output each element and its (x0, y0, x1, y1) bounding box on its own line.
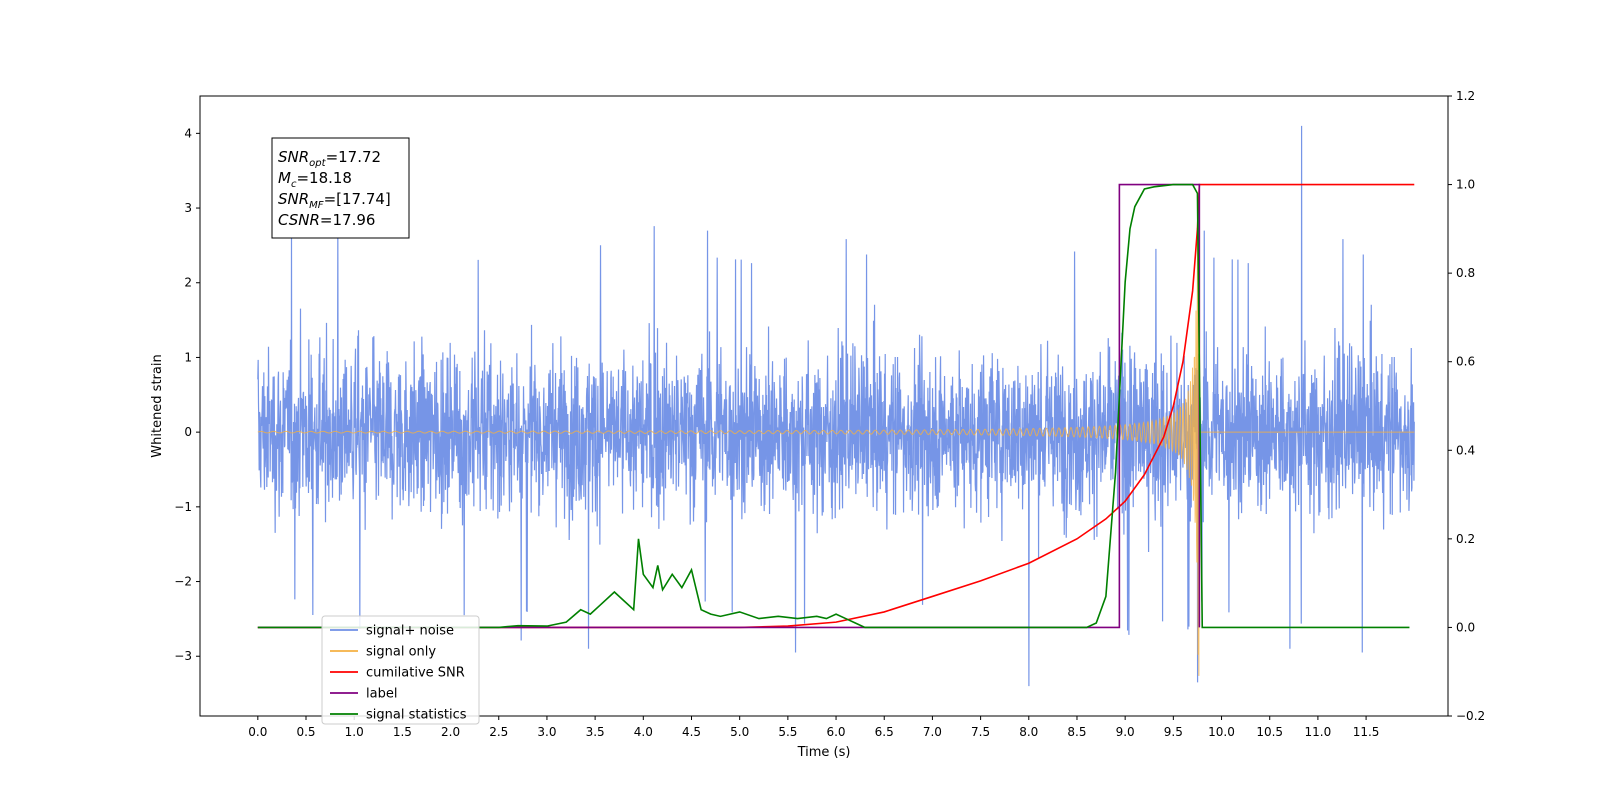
y-tick-label: 3 (184, 201, 192, 215)
x-tick-label: 7.5 (971, 725, 990, 739)
legend-label: signal statistics (366, 708, 467, 723)
y2-tick-label: −0.2 (1456, 709, 1485, 723)
legend-frame (321, 615, 480, 725)
x-tick-label: 6.0 (826, 725, 845, 739)
y2-tick-label: 0.2 (1456, 532, 1475, 546)
x-tick-label: 0.0 (248, 725, 267, 739)
annotation-box: SNRopt=17.72Mc=18.18SNRMF=[17.74]CSNR=17… (271, 137, 410, 239)
y-tick-label: −3 (174, 649, 192, 663)
annotation-line: Mc=18.18 (278, 169, 352, 190)
x-axis-label: Time (s) (797, 745, 851, 760)
y-tick-label: −2 (174, 575, 192, 589)
right-axis-series (257, 183, 1415, 629)
x-tick-label: 1.0 (345, 725, 364, 739)
x-tick-label: 8.0 (1019, 725, 1038, 739)
x-tick-label: 11.5 (1353, 725, 1380, 739)
y2-tick-label: 1.0 (1456, 178, 1475, 192)
y-tick-label: 1 (184, 350, 192, 364)
y-tick-label: 4 (184, 126, 192, 140)
y-axis-right: −0.2 0.0 0.2 0.4 0.6 0.8 1.0 1.2 (1448, 89, 1485, 723)
y2-tick-label: 0.6 (1456, 355, 1475, 369)
y-axis-left: −3 −2 −1 0 1 2 3 4 (174, 126, 200, 663)
y2-tick-label: 0.0 (1456, 620, 1475, 634)
y-tick-label: 2 (184, 276, 192, 290)
series-signal-noise (257, 125, 1415, 687)
x-tick-label: 5.0 (730, 725, 749, 739)
signal-layer (257, 125, 1415, 687)
annotation-lines: SNRopt=17.72Mc=18.18SNRMF=[17.74]CSNR=17… (278, 148, 391, 229)
x-tick-label: 2.5 (489, 725, 508, 739)
y2-tick-label: 0.8 (1456, 266, 1475, 280)
x-axis: 0.0 0.5 1.0 1.5 2.0 2.5 3.0 3.5 4.0 4.5 5.0 5.5 6.0 6… (248, 716, 1379, 739)
x-tick-label: 3.0 (537, 725, 556, 739)
x-tick-label: 9.0 (1116, 725, 1135, 739)
legend-label: cumilative SNR (366, 666, 465, 681)
x-tick-label: 10.0 (1208, 725, 1235, 739)
annotation-line: CSNR=17.96 (278, 211, 375, 229)
x-tick-label: 10.5 (1256, 725, 1283, 739)
series-signal-only (257, 241, 1415, 676)
x-tick-label: 4.5 (682, 725, 701, 739)
series-cumulative-snr (257, 183, 1415, 629)
legend-label: label (366, 687, 397, 702)
y-tick-label: 0 (184, 425, 192, 439)
annotation-line: SNRMF=[17.74] (278, 190, 391, 211)
x-tick-label: 4.0 (634, 725, 653, 739)
x-tick-label: 11.0 (1305, 725, 1332, 739)
annotation-frame (271, 137, 410, 239)
annotation-line: SNRopt=17.72 (278, 148, 381, 169)
legend-label: signal only (366, 645, 436, 660)
x-tick-label: 7.0 (923, 725, 942, 739)
x-tick-label: 1.5 (393, 725, 412, 739)
y2-tick-label: 1.2 (1456, 89, 1475, 103)
x-tick-label: 0.5 (296, 725, 315, 739)
plot-frame (199, 95, 1449, 717)
series-signal-statistics (257, 183, 1410, 629)
y-axis-label: Whitened strain (150, 354, 165, 457)
x-tick-label: 6.5 (875, 725, 894, 739)
x-tick-label: 5.5 (778, 725, 797, 739)
x-tick-label: 3.5 (586, 725, 605, 739)
x-tick-label: 9.5 (1164, 725, 1183, 739)
x-tick-label: 8.5 (1067, 725, 1086, 739)
legend-entries: signal+ noise signal only cumilative SNR la… (330, 624, 467, 723)
y-tick-label: −1 (174, 500, 192, 514)
y2-tick-label: 0.4 (1456, 443, 1475, 457)
legend-label: signal+ noise (366, 624, 454, 639)
x-tick-label: 2.0 (441, 725, 460, 739)
legend: signal+ noise signal only cumilative SNR la… (321, 615, 480, 725)
